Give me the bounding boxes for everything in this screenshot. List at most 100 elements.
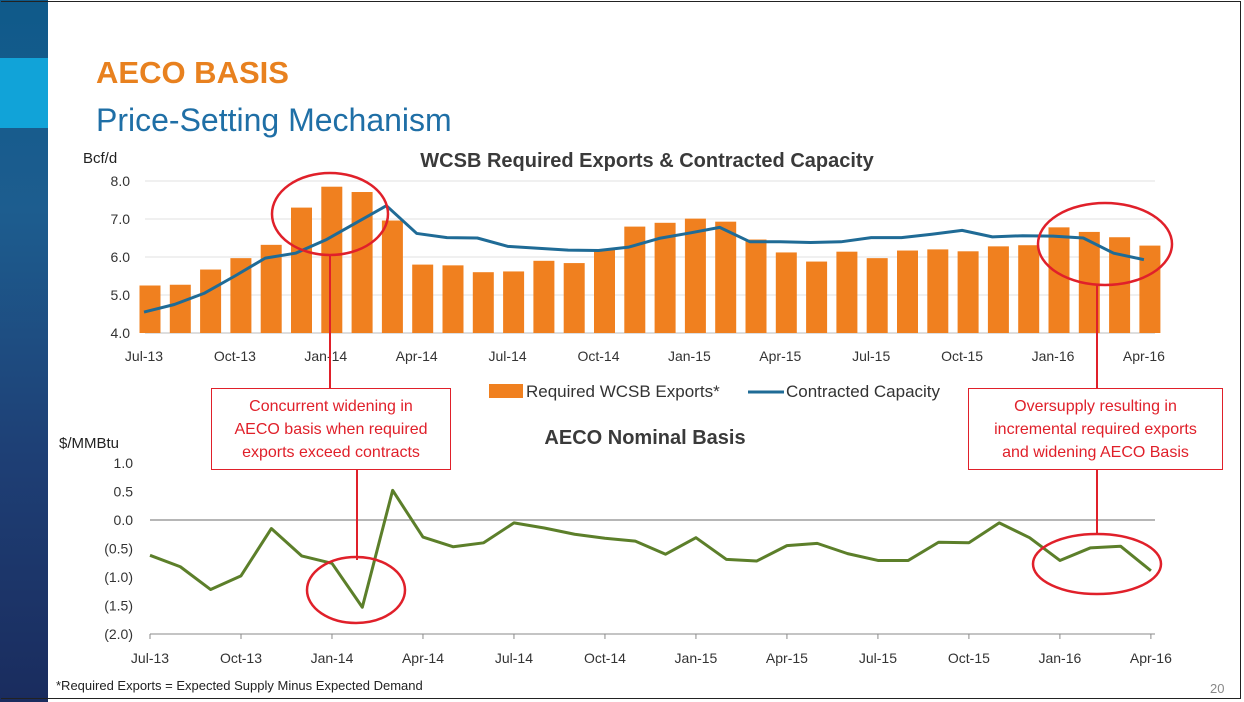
highlight-ellipse-top-left [270, 171, 390, 257]
exports-bar [1139, 245, 1161, 333]
basis-line [149, 488, 1152, 609]
exports-y-tick-label: 5.0 [111, 287, 131, 303]
callout-line: Oversupply resulting in [1014, 398, 1177, 415]
basis-x-tick-label: Jan-15 [675, 650, 718, 666]
footnote: *Required Exports = Expected Supply Minu… [56, 678, 423, 693]
exports-bar [563, 263, 585, 333]
callout-line: Concurrent widening in [249, 398, 413, 415]
exports-bar [957, 251, 979, 333]
exports-bar [442, 265, 464, 333]
exports-bar [897, 250, 918, 333]
exports-x-tick-label: Jul-14 [489, 348, 527, 364]
basis-x-tick-label: Oct-13 [220, 650, 262, 666]
exports-bar [1048, 227, 1070, 333]
basis-x-tick-label: Jul-15 [859, 650, 897, 666]
capacity-line [143, 204, 1145, 314]
exports-x-tick-label: Apr-14 [396, 348, 438, 364]
exports-x-tick-label: Apr-15 [759, 348, 801, 364]
exports-x-tick-label: Oct-14 [577, 348, 619, 364]
basis-y-tick-label: (2.0) [104, 626, 133, 642]
basis-y-tick-label: 1.0 [114, 455, 134, 471]
exports-bar [260, 244, 282, 333]
callout-line: incremental required exports [994, 421, 1197, 438]
basis-chart-title: AECO Nominal Basis [544, 427, 745, 449]
exports-bar [381, 220, 403, 333]
legend-exports-swatch [489, 384, 523, 398]
exports-x-tick-label: Apr-16 [1123, 348, 1165, 364]
exports-y-tick-label: 8.0 [111, 173, 131, 189]
exports-legend: Required WCSB Exports* Contracted Capaci… [489, 382, 941, 401]
basis-y-ticks: (2.0) (1.5) (1.0) (0.5) 0.0 0.5 1.0 [104, 455, 133, 642]
exports-bar [472, 272, 494, 333]
sidebar-accent [0, 58, 48, 128]
exports-bar [1018, 245, 1040, 333]
basis-x-ticks: Jul-13 Oct-13 Jan-14 Apr-14 Jul-14 Oct-14 Jan-… [131, 650, 1172, 666]
exports-bar [200, 269, 222, 333]
exports-bar [291, 207, 312, 333]
basis-x-tick-label: Oct-15 [948, 650, 990, 666]
exports-bar [321, 186, 343, 333]
exports-y-tick-label: 7.0 [111, 211, 131, 227]
callout-concurrent-widening: Concurrent widening in AECO basis when r… [211, 388, 451, 470]
basis-y-tick-label: (1.5) [104, 598, 133, 614]
callout-line: exports exceed contracts [242, 444, 420, 461]
exports-gridlines [145, 180, 1155, 334]
annotation-connectors [270, 171, 1174, 625]
exports-bar [806, 261, 828, 333]
exports-bar [987, 246, 1009, 333]
exports-bar [684, 218, 706, 333]
highlight-ellipse-bottom-right [1031, 532, 1163, 596]
basis-y-tick-label: (0.5) [104, 541, 133, 557]
basis-x-tick-label: Apr-16 [1130, 650, 1172, 666]
exports-bar [927, 249, 949, 333]
exports-bar [745, 239, 767, 333]
exports-chart-title: WCSB Required Exports & Contracted Capac… [420, 150, 874, 172]
basis-x-tick-label: Apr-15 [766, 650, 808, 666]
exports-bar [412, 264, 434, 333]
exports-bar [169, 284, 191, 333]
exports-bar [715, 221, 737, 333]
exports-bar [351, 192, 373, 333]
basis-y-unit: $/MMBtu [59, 435, 119, 452]
highlight-ellipse-bottom-left [305, 555, 407, 625]
callout-line: AECO basis when required [234, 421, 428, 438]
basis-x-tick-label: Apr-14 [402, 650, 444, 666]
legend-capacity-label: Contracted Capacity [786, 382, 941, 401]
exports-x-tick-label: Jul-13 [125, 348, 163, 364]
exports-x-tick-label: Jan-14 [304, 348, 347, 364]
exports-x-ticks: Jul-13 Oct-13 Jan-14 Apr-14 Jul-14 Oct-14 Jan-… [125, 348, 1165, 364]
exports-bar [775, 252, 797, 333]
page-number: 20 [1210, 681, 1225, 696]
exports-x-tick-label: Jan-15 [668, 348, 711, 364]
basis-x-tick-label: Jan-14 [311, 650, 354, 666]
sidebar-decoration [0, 0, 48, 702]
exports-bar [533, 260, 555, 333]
basis-x-tick-label: Jul-14 [495, 650, 533, 666]
capacity-polyline [143, 204, 1145, 314]
legend-exports-label: Required WCSB Exports* [526, 382, 720, 401]
slide-subtitle: Price-Setting Mechanism [96, 102, 452, 138]
exports-bar [836, 251, 858, 333]
exports-y-ticks: 4.0 5.0 6.0 7.0 8.0 [111, 173, 131, 341]
exports-bars [139, 186, 1161, 333]
basis-x-tick-label: Oct-14 [584, 650, 626, 666]
basis-y-tick-label: (1.0) [104, 569, 133, 585]
exports-bar [594, 249, 615, 333]
basis-y-tick-label: 0.0 [114, 512, 134, 528]
basis-axes [149, 519, 1155, 639]
exports-bar [866, 258, 888, 333]
exports-x-tick-label: Oct-13 [214, 348, 256, 364]
callout-line: and widening AECO Basis [1002, 444, 1189, 461]
exports-x-tick-label: Oct-15 [941, 348, 983, 364]
exports-bar [654, 222, 676, 333]
basis-x-tick-label: Jan-16 [1038, 650, 1081, 666]
basis-x-tick-label: Jul-13 [131, 650, 169, 666]
callout-oversupply: Oversupply resulting in incremental requ… [968, 388, 1223, 470]
exports-x-tick-label: Jan-16 [1032, 348, 1075, 364]
exports-y-unit: Bcf/d [83, 150, 117, 167]
exports-bar [503, 271, 525, 333]
highlight-ellipse-top-right [1036, 201, 1174, 287]
basis-polyline [149, 488, 1152, 609]
